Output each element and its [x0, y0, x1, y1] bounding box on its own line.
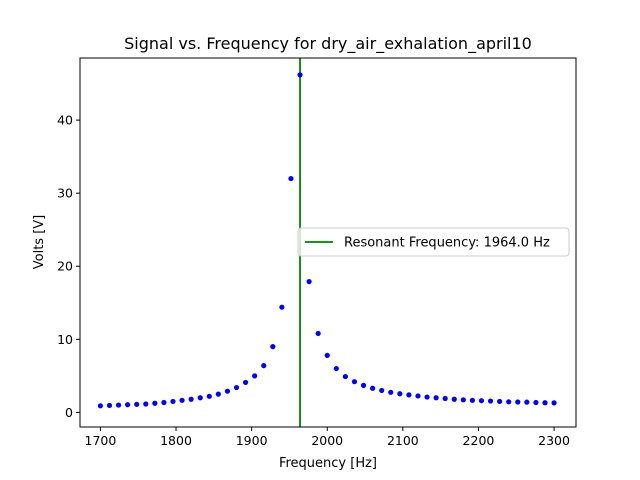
data-point — [143, 401, 149, 407]
data-point — [279, 304, 285, 310]
legend-entry-resonant-frequency: Resonant Frequency: 1964.0 Hz — [344, 236, 550, 251]
data-point — [224, 388, 231, 394]
data-point — [388, 389, 394, 395]
data-point — [451, 396, 457, 402]
data-point — [551, 400, 557, 406]
data-point — [351, 379, 358, 385]
data-point — [315, 330, 321, 337]
x-tick-label: 1700 — [85, 433, 117, 448]
y-tick-label: 0 — [65, 405, 73, 420]
data-point — [115, 402, 122, 408]
data-point — [97, 403, 104, 409]
data-point — [170, 398, 176, 405]
data-point — [433, 395, 439, 401]
x-tick-label: 2200 — [463, 433, 495, 448]
data-point — [487, 398, 494, 404]
y-axis-label: Volts [V] — [32, 215, 47, 270]
data-point — [515, 399, 521, 405]
data-point — [297, 72, 303, 78]
y-tick-label: 10 — [57, 332, 73, 347]
chart-title: Signal vs. Frequency for dry_air_exhalat… — [124, 34, 532, 54]
data-point — [406, 392, 412, 398]
data-point — [533, 399, 539, 406]
data-point — [188, 396, 194, 402]
x-tick-label: 2000 — [311, 433, 343, 448]
data-point — [370, 385, 376, 391]
data-point — [324, 352, 330, 358]
data-point — [342, 373, 348, 380]
plot-area — [97, 58, 557, 427]
x-tick-label: 1900 — [236, 433, 268, 448]
x-axis-label: Frequency [Hz] — [279, 456, 377, 471]
axes-frame — [79, 57, 577, 428]
data-point — [179, 397, 185, 403]
data-point — [252, 373, 258, 379]
legend: Resonant Frequency: 1964.0 Hz — [297, 227, 570, 257]
x-tick-label: 2100 — [387, 433, 419, 448]
data-point — [152, 400, 158, 406]
data-point — [460, 397, 466, 403]
legend-box — [297, 227, 570, 257]
data-point — [242, 379, 249, 386]
data-point — [197, 395, 203, 401]
y-tick-label: 40 — [57, 113, 73, 128]
data-point — [506, 399, 512, 405]
data-point — [134, 401, 140, 407]
data-point — [288, 175, 294, 182]
y-tick-label: 20 — [57, 259, 73, 274]
data-point — [442, 395, 448, 402]
x-tick-label: 2300 — [538, 433, 570, 448]
data-point — [497, 398, 503, 405]
data-point — [161, 399, 167, 406]
data-point — [397, 391, 403, 397]
data-point — [206, 393, 212, 399]
data-point — [424, 394, 430, 400]
data-point — [233, 384, 240, 391]
data-point — [261, 363, 267, 369]
y-tick-label: 30 — [57, 186, 73, 201]
data-point — [542, 400, 548, 406]
x-axis-ticks: 1700 1800 1900 2000 2100 2200 2300 — [85, 427, 570, 448]
data-point — [125, 402, 131, 408]
data-point — [106, 402, 113, 409]
data-point — [469, 397, 476, 403]
data-point — [333, 365, 339, 372]
data-point — [415, 393, 421, 399]
y-axis-ticks: 0 10 20 30 40 — [57, 113, 80, 420]
data-point — [524, 399, 530, 405]
data-point — [478, 398, 485, 404]
data-point — [215, 391, 221, 397]
data-point — [379, 387, 385, 394]
x-tick-label: 1800 — [160, 433, 192, 448]
data-point — [360, 382, 367, 388]
data-point — [270, 344, 276, 350]
data-point — [306, 278, 312, 285]
